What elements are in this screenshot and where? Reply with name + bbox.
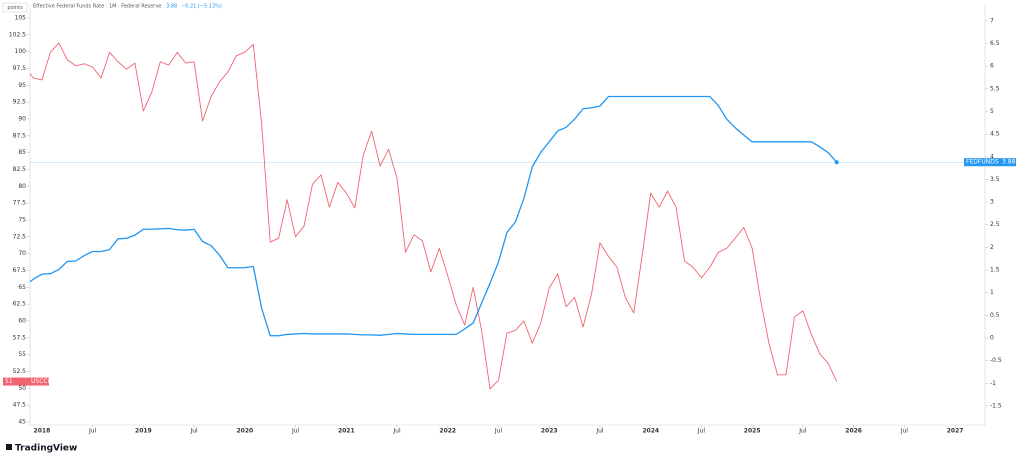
y2-tick-label: 5 [990, 108, 994, 115]
y2-tick-label: 2 [990, 244, 994, 251]
y-tick-label: 47.5 [13, 402, 27, 409]
unit-box [2, 2, 28, 13]
y-tick-label: 60 [18, 317, 26, 324]
series-badge [964, 158, 1016, 167]
y-tick-label: 80 [18, 183, 26, 190]
y2-tick-label: 5.5 [990, 85, 1000, 92]
y-tick-label: 95 [18, 82, 26, 89]
x-tick-label: Jul [291, 428, 300, 435]
y-tick-label: 52.5 [13, 368, 27, 375]
y2-tick-label: 0.5 [990, 312, 1000, 319]
x-tick-label: 2024 [642, 428, 659, 435]
x-tick-label: Jul [494, 428, 503, 435]
x-tick-label: 2019 [135, 428, 152, 435]
y2-tick-label: -1 [990, 380, 996, 387]
x-tick-label: 2026 [845, 428, 862, 435]
x-tick-label: Jul [189, 428, 198, 435]
x-tick-label: 2027 [947, 428, 964, 435]
y2-tick-label: 4.5 [990, 131, 1000, 138]
series-line [30, 42, 838, 390]
footer: TradingView [15, 444, 77, 454]
y2-tick-label: 6 [990, 63, 994, 70]
y-tick-label: 97.5 [13, 65, 27, 72]
x-tick-label: Jul [88, 428, 97, 435]
x-tick-label: Jul [392, 428, 401, 435]
y-tick-label: 67.5 [13, 267, 27, 274]
y2-tick-label: -0.5 [990, 357, 1002, 364]
x-tick-label: 2018 [34, 428, 51, 435]
y2-tick-label: 4 [990, 153, 994, 160]
y2-tick-label: 2.5 [990, 221, 1000, 228]
y-tick-label: 72.5 [13, 233, 27, 240]
y-tick-label: 87.5 [13, 132, 27, 139]
plot-area [30, 42, 838, 390]
y-tick-label: 100 [15, 48, 27, 55]
series-badge [3, 377, 49, 386]
y-tick-label: 92.5 [13, 99, 27, 106]
y-tick-label: 85 [18, 149, 26, 156]
series-badge-value: 3.88 [1002, 159, 1016, 166]
y-tick-label: 57.5 [13, 334, 27, 341]
x-tick-label: 2025 [744, 428, 761, 435]
y-tick-label: 45 [18, 418, 26, 425]
x-tick-label: 2021 [338, 428, 355, 435]
series-badge-name: FEDFUNDS [966, 159, 999, 166]
series-line [30, 95, 838, 337]
x-tick-label: Jul [798, 428, 807, 435]
y-tick-label: 55 [18, 351, 26, 358]
logo: TradingView [6, 444, 77, 454]
header-change: −0.21 (−5.13%) [181, 4, 222, 10]
x-tick-label: 2022 [439, 428, 456, 435]
x-tick-label: Jul [900, 428, 909, 435]
y2-tick-label: 0 [990, 335, 994, 342]
series-badge-name: USCCI [31, 378, 50, 385]
x-tick-label: 2020 [236, 428, 253, 435]
x-tick-label: 2023 [541, 428, 558, 435]
y-tick-label: 50 [18, 385, 26, 392]
y2-tick-label: 6.5 [990, 40, 1000, 47]
y-tick-label: 102.5 [9, 31, 26, 38]
logo-mark [6, 444, 12, 450]
y-tick-label: 105 [15, 14, 27, 21]
y-tick-label: 77.5 [13, 200, 27, 207]
y2-tick-label: 7 [990, 17, 994, 24]
y-tick-label: 62.5 [13, 301, 27, 308]
y2-tick-label: -1.5 [990, 402, 1002, 409]
y2-tick-label: 3.5 [990, 176, 1000, 183]
last-point [834, 160, 839, 165]
y-tick-label: 82.5 [13, 166, 27, 173]
y2-tick-label: 1 [990, 289, 994, 296]
y-tick-label: 65 [18, 284, 26, 291]
y-unit-label: points [7, 5, 23, 11]
chart-title: Effective Federal Funds Rate · 1M · Fede… [33, 4, 161, 10]
series-badge-value: 51 [5, 378, 13, 385]
y2-tick-label: 3 [990, 199, 994, 206]
y2-tick-label: 1.5 [990, 267, 1000, 274]
x-tick-label: Jul [595, 428, 604, 435]
header-value: 3.88 [166, 4, 177, 10]
x-tick-label: Jul [697, 428, 706, 435]
y-tick-label: 90 [18, 115, 26, 122]
y-tick-label: 75 [18, 216, 26, 223]
y-tick-label: 70 [18, 250, 26, 257]
